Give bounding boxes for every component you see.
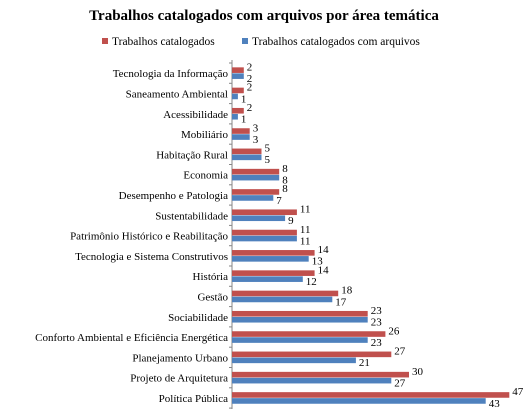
category-label-acessibilidade: Acessibilidade xyxy=(163,109,228,121)
category-label-economia: Economia xyxy=(183,170,228,182)
bar-catalogados-desempenho-e-patologia xyxy=(232,189,280,195)
value-label-catalogados-patrimonio-historico-e-reabilitacao: 11 xyxy=(300,224,311,236)
bar-catalogados-sustentabilidade xyxy=(232,209,297,216)
category-label-gestao: Gestão xyxy=(197,291,228,303)
category-label-habitacao-rural: Habitação Rural xyxy=(156,149,228,161)
bar-com-arquivos-historia xyxy=(232,276,303,282)
value-label-catalogados-politica-publica: 47 xyxy=(512,386,524,398)
value-label-catalogados-historia: 14 xyxy=(318,264,330,276)
value-label-com-arquivos-sustentabilidade: 9 xyxy=(288,215,294,227)
value-label-catalogados-tecnologia-e-sistema-construtivos: 14 xyxy=(318,244,330,256)
value-label-com-arquivos-projeto-de-arquitetura: 27 xyxy=(394,377,406,389)
bar-com-arquivos-tecnologia-e-sistema-construtivos xyxy=(232,256,309,262)
category-label-patrimonio-historico-e-reabilitacao: Patrimônio Histórico e Reabilitação xyxy=(70,231,228,243)
value-label-catalogados-projeto-de-arquitetura: 30 xyxy=(412,366,424,378)
chart-title: Trabalhos catalogados com arquivos por á… xyxy=(89,8,439,24)
bar-com-arquivos-desempenho-e-patologia xyxy=(232,195,274,201)
bar-catalogados-gestao xyxy=(232,290,339,297)
value-label-com-arquivos-saneamento-ambiental: 1 xyxy=(241,93,247,105)
category-label-politica-publica: Política Pública xyxy=(159,393,228,405)
value-label-com-arquivos-conforto-ambiental-e-eficiencia-energetica: 23 xyxy=(371,337,383,349)
value-label-com-arquivos-mobiliario: 3 xyxy=(253,134,259,146)
legend-swatch-com-arquivos xyxy=(242,38,248,44)
value-label-catalogados-economia: 8 xyxy=(282,163,288,175)
bar-catalogados-conforto-ambiental-e-eficiencia-energetica xyxy=(232,331,386,337)
value-label-com-arquivos-politica-publica: 43 xyxy=(489,398,501,410)
value-label-catalogados-gestao: 18 xyxy=(341,285,353,297)
bar-catalogados-historia xyxy=(232,270,315,276)
bar-catalogados-mobiliario xyxy=(232,128,250,134)
legend-label-com-arquivos: Trabalhos catalogados com arquivos xyxy=(252,36,420,48)
bar-com-arquivos-politica-publica xyxy=(232,398,486,404)
value-label-catalogados-tecnologia-da-informacao: 2 xyxy=(247,61,253,73)
bar-com-arquivos-sustentabilidade xyxy=(232,215,286,222)
category-label-tecnologia-e-sistema-construtivos: Tecnologia e Sistema Construtivos xyxy=(75,251,228,263)
bar-com-arquivos-habitacao-rural xyxy=(232,154,262,161)
category-label-saneamento-ambiental: Saneamento Ambiental xyxy=(126,88,228,100)
value-label-catalogados-sociabilidade: 23 xyxy=(371,305,383,317)
value-label-com-arquivos-acessibilidade: 1 xyxy=(241,114,247,126)
legend-swatch-catalogados xyxy=(102,38,108,44)
value-label-com-arquivos-gestao: 17 xyxy=(335,296,347,308)
bar-com-arquivos-gestao xyxy=(232,296,333,303)
bar-catalogados-patrimonio-historico-e-reabilitacao xyxy=(232,229,297,236)
value-label-com-arquivos-tecnologia-e-sistema-construtivos: 13 xyxy=(312,256,324,268)
bar-catalogados-saneamento-ambiental xyxy=(232,87,244,94)
legend: Trabalhos catalogados Trabalhos cataloga… xyxy=(102,36,420,48)
bar-catalogados-projeto-de-arquitetura xyxy=(232,371,409,378)
bar-com-arquivos-conforto-ambiental-e-eficiencia-energetica xyxy=(232,337,368,343)
bar-com-arquivos-projeto-de-arquitetura xyxy=(232,377,392,384)
bar-com-arquivos-patrimonio-historico-e-reabilitacao xyxy=(232,235,297,242)
bar-com-arquivos-saneamento-ambiental xyxy=(232,93,238,100)
value-label-catalogados-mobiliario: 3 xyxy=(253,122,259,134)
bar-com-arquivos-planejamento-urbano xyxy=(232,357,356,364)
value-label-catalogados-desempenho-e-patologia: 8 xyxy=(282,183,288,195)
value-label-catalogados-conforto-ambiental-e-eficiencia-energetica: 26 xyxy=(388,325,400,337)
category-label-desempenho-e-patologia: Desempenho e Patologia xyxy=(119,190,228,202)
value-label-catalogados-habitacao-rural: 5 xyxy=(265,143,271,155)
bar-catalogados-tecnologia-da-informacao xyxy=(232,67,244,73)
value-label-com-arquivos-economia: 8 xyxy=(282,174,288,186)
legend-label-catalogados: Trabalhos catalogados xyxy=(112,36,215,48)
value-label-com-arquivos-planejamento-urbano: 21 xyxy=(359,357,370,369)
bar-catalogados-sociabilidade xyxy=(232,310,368,317)
category-label-planejamento-urbano: Planejamento Urbano xyxy=(132,352,228,364)
value-label-com-arquivos-historia: 12 xyxy=(306,276,317,288)
bar-catalogados-politica-publica xyxy=(232,392,510,398)
bar-catalogados-planejamento-urbano xyxy=(232,351,392,358)
bar-com-arquivos-tecnologia-da-informacao xyxy=(232,73,244,79)
category-label-conforto-ambiental-e-eficiencia-energetica: Conforto Ambiental e Eficiência Energéti… xyxy=(35,332,228,344)
bar-com-arquivos-mobiliario xyxy=(232,134,250,140)
bar-catalogados-tecnologia-e-sistema-construtivos xyxy=(232,250,315,256)
value-label-com-arquivos-tecnologia-da-informacao: 2 xyxy=(247,73,253,85)
category-label-sociabilidade: Sociabilidade xyxy=(168,312,228,324)
category-label-historia: História xyxy=(193,271,229,283)
value-label-catalogados-sustentabilidade: 11 xyxy=(300,203,311,215)
bar-catalogados-habitacao-rural xyxy=(232,148,262,155)
bar-catalogados-acessibilidade xyxy=(232,107,244,114)
value-label-catalogados-saneamento-ambiental: 2 xyxy=(247,82,253,94)
value-label-catalogados-acessibilidade: 2 xyxy=(247,102,253,114)
bar-com-arquivos-economia xyxy=(232,174,280,181)
category-label-sustentabilidade: Sustentabilidade xyxy=(155,210,228,222)
value-label-catalogados-planejamento-urbano: 27 xyxy=(394,346,406,358)
category-label-mobiliario: Mobiliário xyxy=(181,129,229,141)
bar-com-arquivos-acessibilidade xyxy=(232,113,238,120)
category-label-projeto-de-arquitetura: Projeto de Arquitetura xyxy=(130,373,228,385)
value-label-com-arquivos-sociabilidade: 23 xyxy=(371,317,383,329)
value-label-com-arquivos-patrimonio-historico-e-reabilitacao: 11 xyxy=(300,235,311,247)
bar-catalogados-economia xyxy=(232,168,280,175)
bar-com-arquivos-sociabilidade xyxy=(232,316,368,323)
category-label-tecnologia-da-informacao: Tecnologia da Informação xyxy=(113,68,229,80)
value-label-com-arquivos-desempenho-e-patologia: 7 xyxy=(276,195,282,207)
value-label-com-arquivos-habitacao-rural: 5 xyxy=(265,154,271,166)
